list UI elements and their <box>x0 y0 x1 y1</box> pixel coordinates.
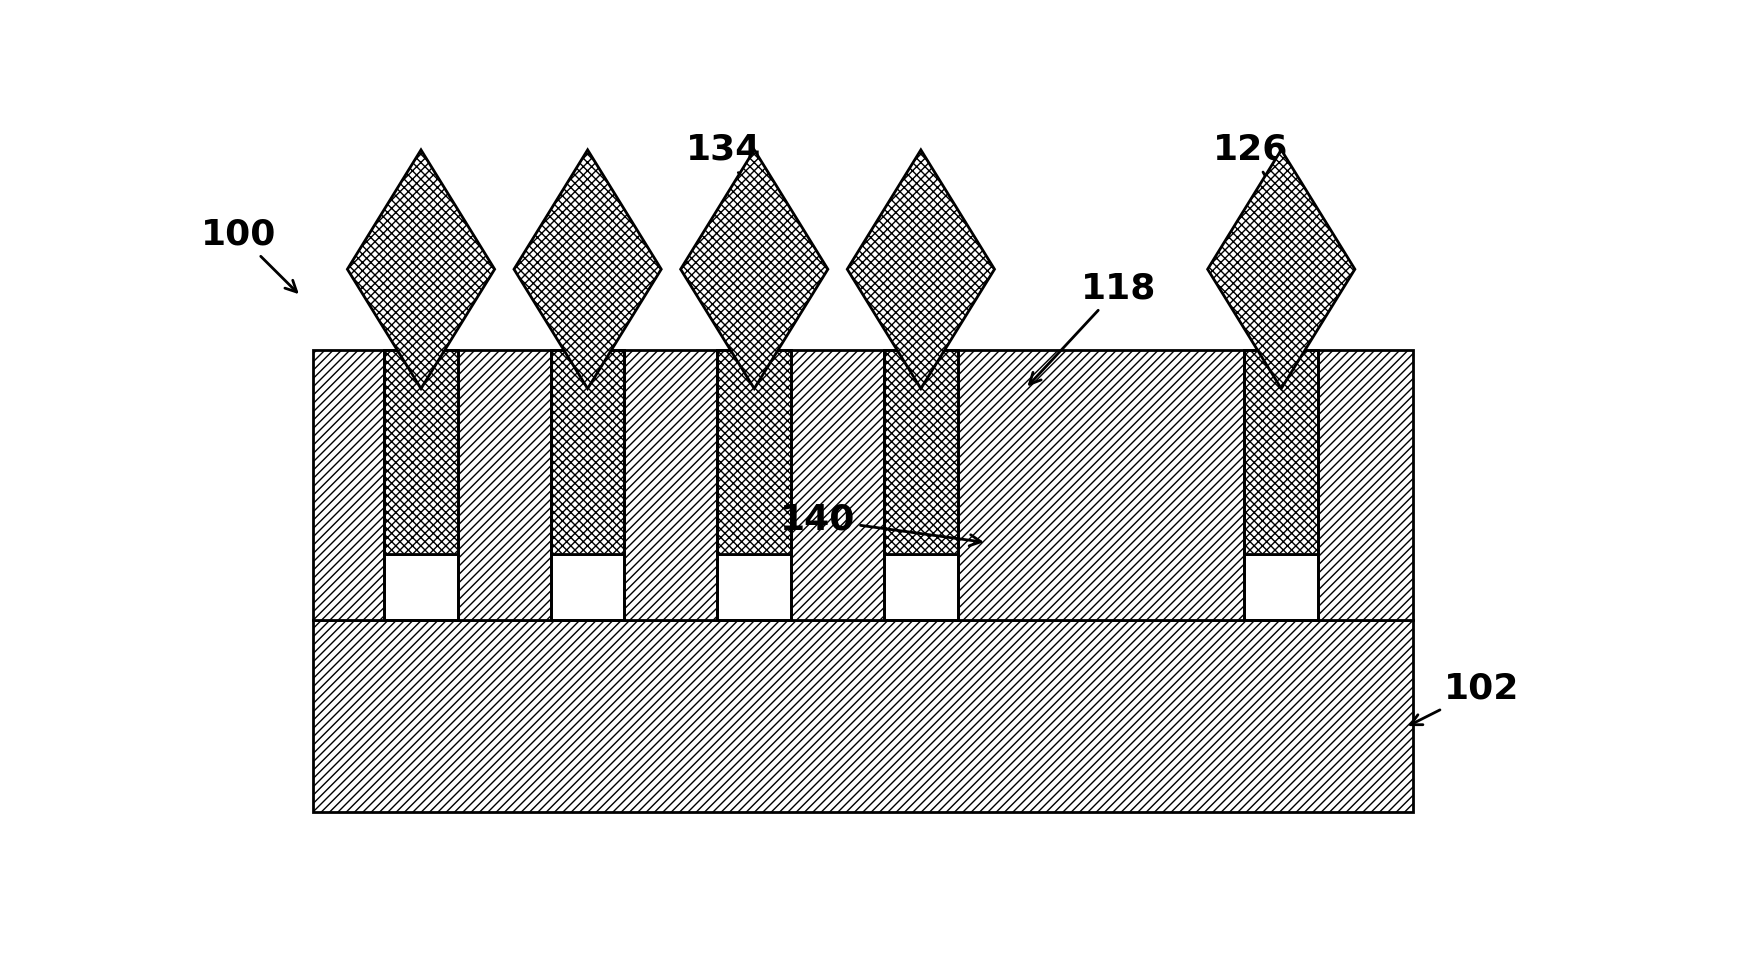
Bar <box>1244 554 1318 620</box>
Bar <box>551 554 625 620</box>
Bar <box>718 350 790 554</box>
Polygon shape <box>681 150 827 388</box>
Bar <box>718 350 790 620</box>
Text: 140: 140 <box>779 502 981 546</box>
Bar <box>883 554 956 620</box>
Bar <box>551 350 625 620</box>
Bar <box>384 554 458 620</box>
Polygon shape <box>846 150 993 388</box>
Bar <box>718 554 790 620</box>
Polygon shape <box>347 150 495 388</box>
Bar <box>883 350 956 620</box>
Bar <box>1244 350 1318 620</box>
Text: 102: 102 <box>1409 672 1518 725</box>
Bar <box>384 350 458 620</box>
Bar <box>551 350 625 554</box>
Text: 100: 100 <box>202 218 297 292</box>
Bar <box>312 620 1413 812</box>
Polygon shape <box>1207 150 1355 388</box>
Text: 134: 134 <box>684 133 760 176</box>
Bar <box>1244 350 1318 554</box>
Text: 118: 118 <box>1028 271 1155 384</box>
Text: 126: 126 <box>1213 133 1286 198</box>
Bar <box>384 350 458 554</box>
Bar <box>312 350 1413 620</box>
Bar <box>883 350 956 554</box>
Polygon shape <box>514 150 662 388</box>
